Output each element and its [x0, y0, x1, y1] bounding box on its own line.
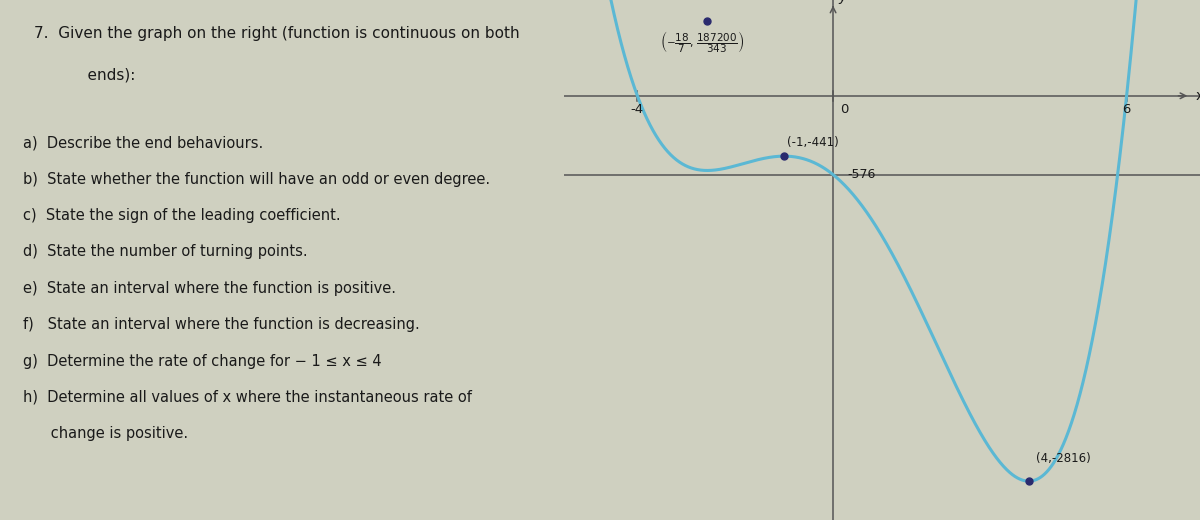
Text: y: y — [838, 0, 846, 4]
Text: f)   State an interval where the function is decreasing.: f) State an interval where the function … — [23, 317, 419, 332]
Text: a)  Describe the end behaviours.: a) Describe the end behaviours. — [23, 135, 263, 150]
Text: x: x — [1195, 89, 1200, 103]
Text: -4: -4 — [631, 103, 644, 116]
Text: change is positive.: change is positive. — [23, 426, 187, 441]
Text: 0: 0 — [840, 103, 848, 116]
Text: -576: -576 — [847, 168, 876, 181]
Text: 7.  Given the graph on the right (function is continuous on both: 7. Given the graph on the right (functio… — [34, 26, 520, 41]
Text: (4,-2816): (4,-2816) — [1036, 452, 1091, 465]
Text: g)  Determine the rate of change for − 1 ≤ x ≤ 4: g) Determine the rate of change for − 1 … — [23, 354, 382, 369]
Text: (-1,-441): (-1,-441) — [787, 136, 839, 149]
Text: b)  State whether the function will have an odd or even degree.: b) State whether the function will have … — [23, 172, 490, 187]
Text: h)  Determine all values of x where the instantaneous rate of: h) Determine all values of x where the i… — [23, 390, 472, 405]
Text: d)  State the number of turning points.: d) State the number of turning points. — [23, 244, 307, 259]
Text: c)  State the sign of the leading coefficient.: c) State the sign of the leading coeffic… — [23, 208, 340, 223]
Text: e)  State an interval where the function is positive.: e) State an interval where the function … — [23, 281, 396, 296]
Text: $\left(-\dfrac{18}{7},\,\dfrac{187200}{343}\right)$: $\left(-\dfrac{18}{7},\,\dfrac{187200}{3… — [660, 29, 744, 55]
Text: 6: 6 — [1122, 103, 1130, 116]
Text: ends):: ends): — [67, 68, 136, 83]
